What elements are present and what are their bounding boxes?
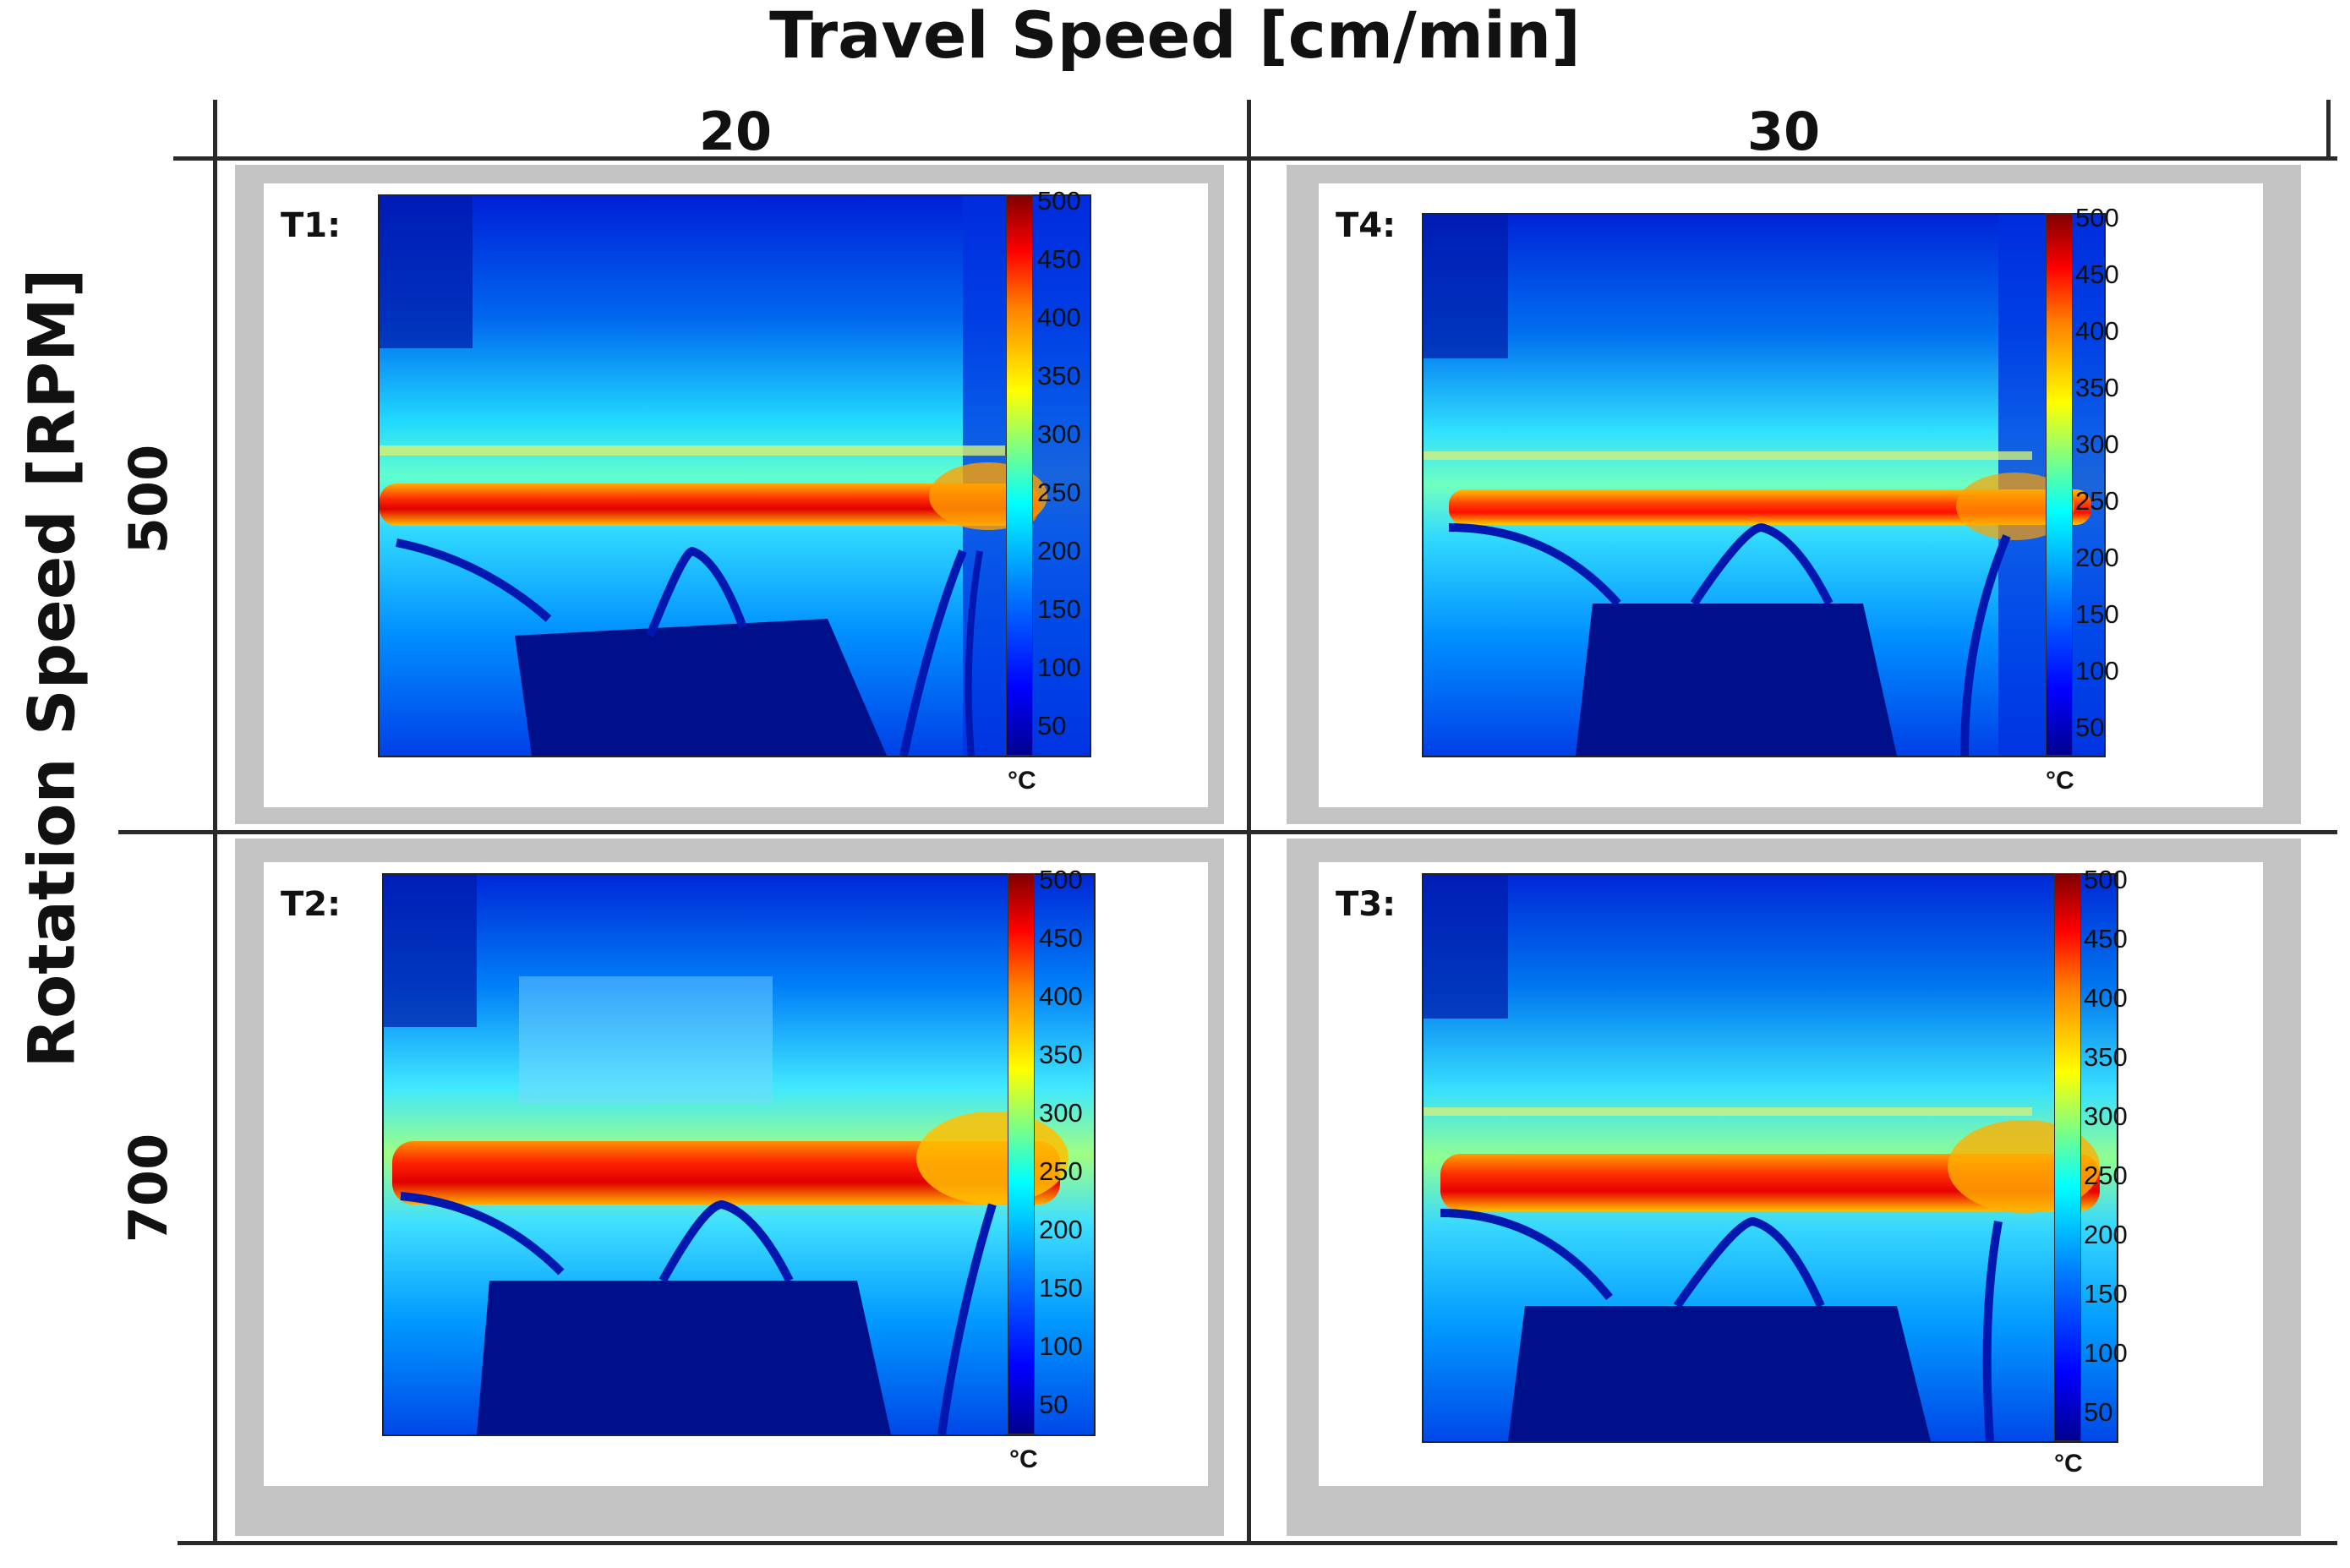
thermal-image-t1 xyxy=(378,194,1091,757)
colorbar-tick-t4-500: 500 xyxy=(2075,203,2119,232)
colorbar-tick-t3-100: 100 xyxy=(2084,1338,2128,1368)
column-divider xyxy=(1247,100,1251,1545)
colorbar-tick-t3-150: 150 xyxy=(2084,1279,2128,1308)
colorbar-tick-t2-450: 450 xyxy=(1039,923,1083,953)
colorbar-tick-t4-450: 450 xyxy=(2075,260,2119,289)
colorbar-tick-t2-350: 350 xyxy=(1039,1040,1083,1069)
row-header-700: 700 xyxy=(98,837,199,1538)
thermal-image-t2-graphic xyxy=(384,875,1094,1434)
left-border xyxy=(213,100,217,1545)
colorbar-tick-t1-200: 200 xyxy=(1037,536,1081,565)
row-divider xyxy=(118,830,2337,834)
colorbar-tick-t3-200: 200 xyxy=(2084,1220,2128,1249)
colorbar-tick-t3-300: 300 xyxy=(2084,1101,2128,1131)
colorbar-tick-t2-400: 400 xyxy=(1039,981,1083,1011)
colorbar-tick-t4-300: 300 xyxy=(2075,429,2119,459)
panel-t4: T4: xyxy=(1319,183,2263,807)
thermal-image-t4 xyxy=(1422,213,2106,757)
colorbar-tick-t2-300: 300 xyxy=(1039,1098,1083,1128)
colorbar-unit-t3: °C xyxy=(2054,1450,2083,1478)
colorbar-tick-t1-150: 150 xyxy=(1037,594,1081,624)
panel-label-t4: T4: xyxy=(1336,206,1396,245)
colorbar-tick-t3-50: 50 xyxy=(2084,1397,2113,1427)
colorbar-tick-t4-200: 200 xyxy=(2075,543,2119,572)
colorbar-tick-t4-400: 400 xyxy=(2075,316,2119,346)
colorbar-tick-t4-100: 100 xyxy=(2075,656,2119,686)
colorbar-tick-t1-500: 500 xyxy=(1037,186,1081,216)
panel-label-t2: T2: xyxy=(281,885,342,924)
colorbar-tick-t4-250: 250 xyxy=(2075,486,2119,516)
colorbar-tick-t3-250: 250 xyxy=(2084,1161,2128,1190)
panel-label-t3: T3: xyxy=(1336,885,1396,924)
colorbar-unit-t1: °C xyxy=(1008,767,1036,795)
thermal-image-t1-graphic xyxy=(380,196,1090,756)
column-axis-title: Travel Speed [cm/min] xyxy=(769,0,1581,73)
colorbar-tick-t4-150: 150 xyxy=(2075,599,2119,629)
colorbar-tick-t4-50: 50 xyxy=(2075,713,2105,742)
colorbar-tick-t1-300: 300 xyxy=(1037,419,1081,449)
colorbar-tick-t1-100: 100 xyxy=(1037,653,1081,682)
row-header-500: 500 xyxy=(98,161,199,837)
colorbar-t3 xyxy=(2054,873,2081,1441)
column-header-30: 30 xyxy=(1746,101,1821,162)
colorbar-tick-t2-50: 50 xyxy=(1039,1390,1068,1419)
panel-t3: T3: xyxy=(1319,862,2263,1486)
right-border xyxy=(2326,100,2331,161)
thermal-image-t4-graphic xyxy=(1424,215,2104,756)
colorbar-tick-t2-250: 250 xyxy=(1039,1156,1083,1186)
thermal-image-t2 xyxy=(382,873,1096,1436)
thermal-image-t3 xyxy=(1422,873,2118,1443)
colorbar-tick-t1-450: 450 xyxy=(1037,244,1081,274)
colorbar-tick-t4-350: 350 xyxy=(2075,373,2119,402)
header-divider xyxy=(173,156,2337,161)
column-header-20: 20 xyxy=(698,101,773,162)
row-header-500-text: 500 xyxy=(118,444,180,554)
colorbar-tick-t1-400: 400 xyxy=(1037,303,1081,332)
colorbar-tick-t2-500: 500 xyxy=(1039,865,1083,894)
colorbar-tick-t2-150: 150 xyxy=(1039,1273,1083,1303)
colorbar-tick-t3-450: 450 xyxy=(2084,924,2128,953)
colorbar-tick-t3-350: 350 xyxy=(2084,1042,2128,1072)
colorbar-t1 xyxy=(1006,194,1033,756)
row-axis-title: Rotation Speed [RPM] xyxy=(5,161,98,1175)
colorbar-t4 xyxy=(2046,213,2073,756)
colorbar-tick-t2-200: 200 xyxy=(1039,1215,1083,1244)
colorbar-t2 xyxy=(1008,873,1035,1434)
colorbar-tick-t3-400: 400 xyxy=(2084,983,2128,1013)
colorbar-tick-t1-50: 50 xyxy=(1037,711,1067,740)
colorbar-unit-t2: °C xyxy=(1009,1445,1038,1473)
row-axis-title-text: Rotation Speed [RPM] xyxy=(14,268,90,1068)
panel-t1: T1: xyxy=(264,183,1208,807)
panel-t2: T2: xyxy=(264,862,1208,1486)
colorbar-tick-t1-350: 350 xyxy=(1037,361,1081,391)
bottom-border xyxy=(178,1541,2337,1545)
colorbar-tick-t3-500: 500 xyxy=(2084,865,2128,894)
panel-label-t1: T1: xyxy=(281,206,342,245)
colorbar-tick-t2-100: 100 xyxy=(1039,1331,1083,1361)
thermal-image-t3-graphic xyxy=(1424,875,2117,1441)
colorbar-tick-t1-250: 250 xyxy=(1037,478,1081,507)
row-header-700-text: 700 xyxy=(118,1133,180,1243)
colorbar-unit-t4: °C xyxy=(2046,767,2074,795)
